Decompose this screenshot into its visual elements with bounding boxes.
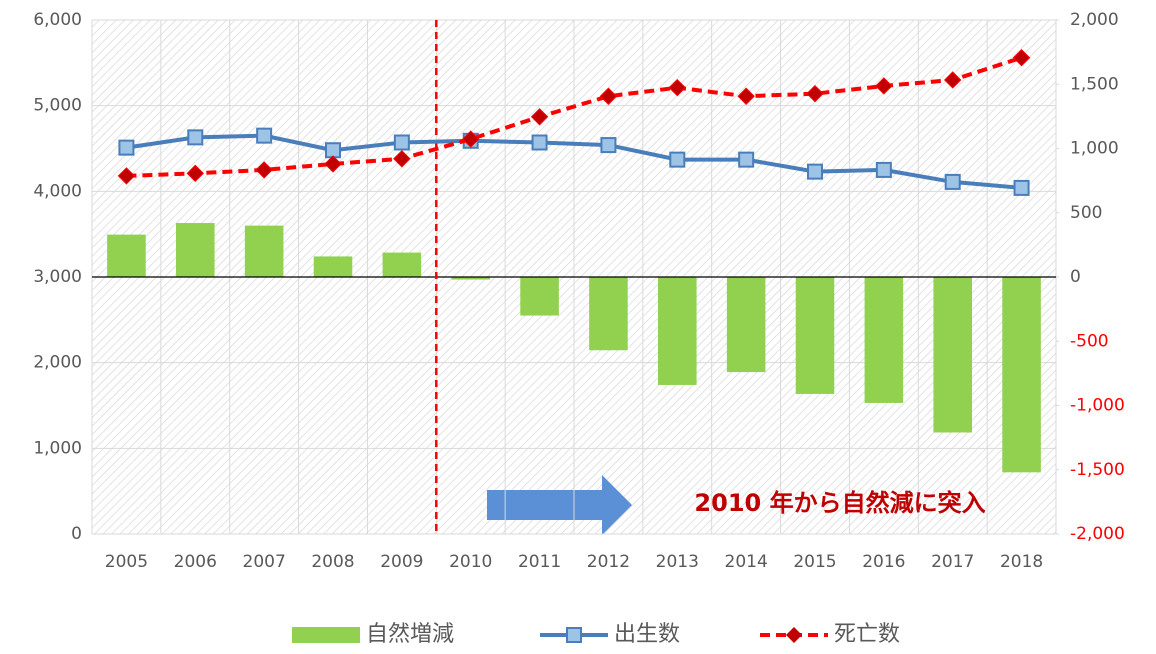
y2-tick-label: -1,000 (1070, 396, 1125, 416)
y2-tick-label: 1,500 (1070, 74, 1119, 94)
marker (738, 151, 755, 168)
marker (531, 134, 548, 151)
y-tick-label: 2,000 (33, 353, 82, 373)
marker (256, 127, 273, 144)
x-tick-label: 2014 (725, 552, 768, 572)
marker (669, 151, 686, 168)
bar (1002, 277, 1041, 473)
bar (244, 225, 284, 277)
y-tick-label: 4,000 (33, 181, 82, 201)
bar (658, 277, 697, 385)
marker (806, 84, 824, 103)
marker (875, 161, 892, 178)
marker (599, 87, 618, 105)
legend-label: 死亡数 (834, 622, 900, 647)
y2-tick-label: 1,000 (1070, 139, 1119, 159)
marker (807, 163, 823, 180)
marker (118, 139, 135, 156)
x-tick-label: 2008 (311, 552, 354, 572)
x-tick-label: 2016 (862, 552, 905, 572)
bar (451, 277, 490, 280)
y-tick-label: 6,000 (33, 10, 82, 30)
x-tick-label: 2013 (656, 552, 699, 572)
bar (107, 234, 146, 277)
bar (795, 277, 835, 394)
bar (933, 277, 972, 433)
bar (864, 277, 904, 403)
x-tick-label: 2017 (931, 552, 974, 572)
marker (187, 129, 204, 146)
y2-tick-label: 500 (1070, 203, 1102, 223)
y2-tick-label: 2,000 (1070, 10, 1119, 30)
x-tick-label: 2010 (449, 552, 492, 572)
line (126, 133, 1022, 190)
marker (186, 164, 204, 183)
x-tick-label: 2011 (518, 552, 561, 572)
y-tick-label: 0 (71, 524, 82, 544)
bar (726, 277, 766, 373)
y-tick-label: 1,000 (33, 438, 82, 458)
y-tick-label: 5,000 (33, 96, 82, 116)
x-tick-label: 2018 (1000, 552, 1043, 572)
legend-marker (566, 627, 582, 643)
x-tick-label: 2009 (380, 552, 423, 572)
y2-tick-label: -1,500 (1070, 460, 1125, 480)
annotation: 2010 年から自然減に突入 (694, 489, 985, 517)
marker (737, 87, 755, 105)
line (126, 55, 1023, 178)
legend-label: 出生数 (614, 622, 680, 647)
marker (324, 155, 342, 173)
marker (944, 173, 961, 190)
legend-swatch (292, 627, 360, 643)
y2-tick-label: -2,000 (1070, 524, 1125, 544)
y-tick-label: 3,000 (33, 267, 82, 287)
marker (1012, 48, 1031, 67)
marker (530, 108, 549, 126)
bar (176, 223, 215, 277)
bar (589, 277, 628, 351)
marker (600, 137, 617, 154)
marker (117, 167, 136, 185)
y2-tick-label: 0 (1070, 267, 1081, 287)
bar (382, 252, 422, 277)
marker (875, 77, 893, 95)
x-tick-label: 2012 (587, 552, 630, 572)
x-tick-label: 2005 (105, 552, 148, 572)
marker (462, 130, 480, 148)
marker (393, 150, 411, 168)
marker (325, 142, 341, 159)
arrow (487, 475, 632, 535)
y2-tick-label: -500 (1070, 331, 1109, 351)
marker (1013, 179, 1030, 196)
x-tick-label: 2006 (174, 552, 217, 572)
bar (520, 277, 559, 316)
marker (393, 134, 410, 151)
x-tick-label: 2015 (793, 552, 836, 572)
marker (255, 161, 273, 179)
bar (313, 256, 353, 277)
legend-label: 自然増減 (366, 622, 454, 647)
legend-marker (786, 627, 802, 643)
marker (668, 78, 686, 97)
x-tick-label: 2007 (243, 552, 286, 572)
marker (944, 71, 962, 89)
